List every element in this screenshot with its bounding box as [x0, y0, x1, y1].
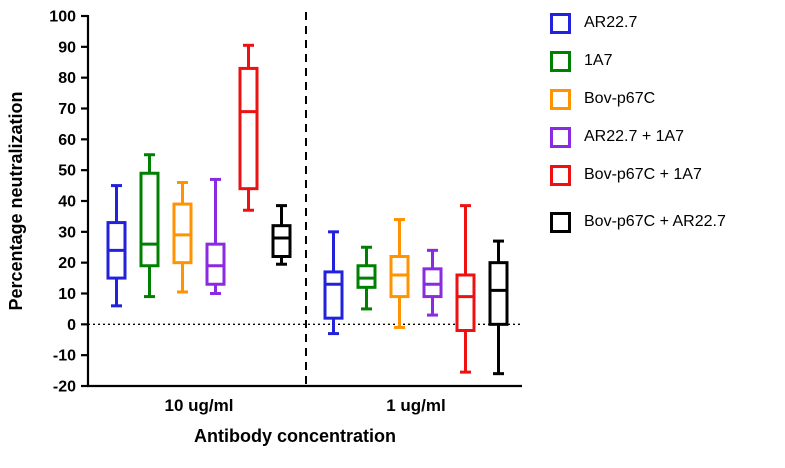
legend-swatch-bov-p67c-plus-ar22-7	[550, 211, 571, 233]
legend-label-bov-p67c-plus-1a7: Bov-p67C + 1A7	[584, 166, 702, 183]
box-bov-p67c-1a7-group1	[455, 204, 476, 374]
boxplot-chart: -20 -10 0 10 20 30 40 50 60 70 80 90 100 10 ug/ml 1 ug…	[6, 9, 522, 446]
legend-swatch-ar22-7	[550, 12, 571, 34]
box-bov-p67c-ar22-7-group0	[271, 204, 292, 266]
box-ar22-7-1a7-group1	[422, 248, 443, 317]
y-tick-label: 20	[58, 255, 76, 272]
legend-label-1a7: 1A7	[584, 52, 613, 69]
y-tick-label: 10	[58, 286, 76, 303]
x-group-label: 10 ug/ml	[165, 396, 234, 415]
legend-entry-bov-p67c: Bov-p67C	[550, 88, 726, 110]
box-bov-p67c-group1	[389, 218, 410, 329]
legend-swatch-bov-p67c-plus-1a7	[550, 164, 571, 186]
y-tick-label: 60	[58, 132, 76, 149]
box-ar22-7-group0	[106, 184, 127, 308]
y-tick-label: 100	[49, 9, 76, 26]
y-tick-label: 70	[58, 101, 76, 118]
box-bov-p67c-1a7-group0	[238, 43, 259, 212]
legend-entry-ar22-7-plus-1a7: AR22.7 + 1A7	[550, 126, 726, 148]
box-1a7-group0	[139, 153, 160, 299]
legend-label-ar22-7-plus-1a7: AR22.7 + 1A7	[584, 128, 685, 145]
legend-label-bov-p67c-plus-ar22-7: Bov-p67C + AR22.7	[584, 213, 726, 230]
box-bov-p67c-ar22-7-group1	[488, 239, 509, 376]
y-tick-label: -20	[53, 379, 76, 396]
legend-entry-bov-p67c-plus-ar22-7: Bov-p67C + AR22.7	[550, 211, 726, 233]
x-axis-title: Antibody concentration	[194, 426, 396, 446]
y-tick-label: 80	[58, 70, 76, 87]
y-tick-label: 0	[67, 317, 76, 334]
legend-swatch-1a7	[550, 50, 571, 72]
y-axis-title: Percentage neutralization	[6, 91, 26, 310]
legend-entry-ar22-7: AR22.7	[550, 12, 726, 34]
box-ar22-7-group1	[323, 230, 344, 336]
legend-entry-bov-p67c-plus-1a7: Bov-p67C + 1A7	[550, 164, 726, 186]
y-axis-ticks: -20 -10 0 10 20 30 40 50 60 70 80 90 100	[49, 9, 88, 396]
box-1a7-group1	[356, 245, 377, 311]
box-ar22-7-1a7-group0	[205, 177, 226, 295]
legend-label-bov-p67c: Bov-p67C	[584, 90, 656, 107]
legend-swatch-ar22-7-plus-1a7	[550, 126, 571, 148]
y-tick-label: 40	[58, 194, 76, 211]
y-tick-label: 30	[58, 224, 76, 241]
y-tick-label: -10	[53, 348, 76, 365]
y-tick-label: 90	[58, 39, 76, 56]
x-group-label: 1 ug/ml	[386, 396, 446, 415]
legend: AR22.7 1A7 Bov-p67C AR22.7 + 1A7 Bov-p67…	[550, 12, 726, 249]
legend-swatch-bov-p67c	[550, 88, 571, 110]
legend-label-ar22-7: AR22.7	[584, 14, 638, 31]
y-tick-label: 50	[58, 163, 76, 180]
legend-entry-1a7: 1A7	[550, 50, 726, 72]
box-bov-p67c-group0	[172, 181, 193, 294]
